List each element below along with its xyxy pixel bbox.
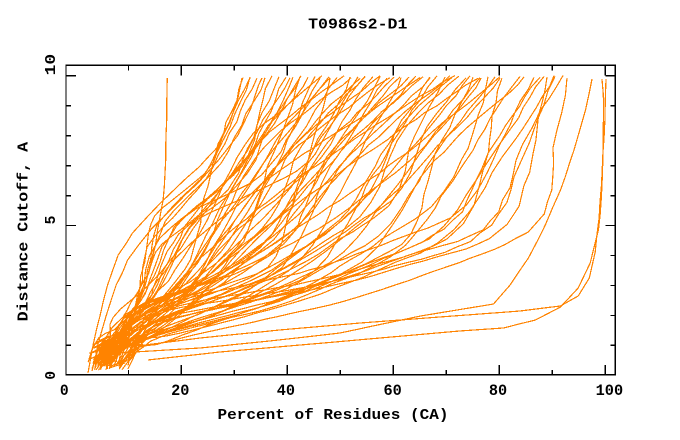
svg-text:5: 5 [42, 216, 60, 225]
svg-text:20: 20 [171, 382, 189, 400]
svg-text:Distance Cutoff, A: Distance Cutoff, A [14, 141, 32, 321]
svg-text:40: 40 [277, 382, 295, 400]
svg-text:T0986s2-D1: T0986s2-D1 [308, 16, 407, 34]
svg-text:0: 0 [60, 382, 69, 400]
svg-text:10: 10 [42, 54, 60, 76]
svg-text:100: 100 [596, 382, 624, 400]
svg-text:60: 60 [383, 382, 401, 400]
svg-text:Percent of Residues (CA): Percent of Residues (CA) [218, 406, 449, 424]
svg-text:80: 80 [489, 382, 507, 400]
svg-text:0: 0 [42, 371, 60, 380]
